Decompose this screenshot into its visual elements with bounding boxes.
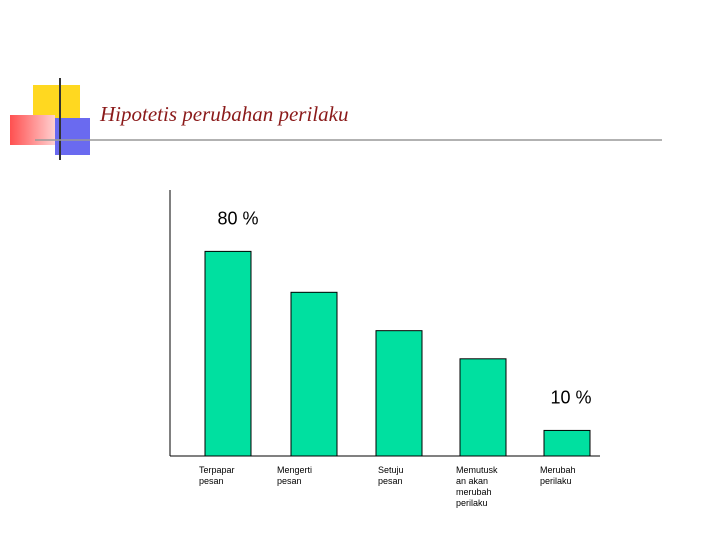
bar xyxy=(459,358,507,457)
bar xyxy=(290,291,338,457)
bar xyxy=(375,330,423,457)
category-label: Mengerti pesan xyxy=(277,465,313,486)
data-label: 80 % xyxy=(217,208,258,228)
category-label: Terpapar pesan xyxy=(199,465,235,486)
data-label: 10 % xyxy=(550,387,591,407)
category-label: Memutusk an akan merubah perilaku xyxy=(456,465,498,508)
category-label: Merubah perilaku xyxy=(540,465,576,486)
category-label: Setuju pesan xyxy=(378,465,404,486)
bar xyxy=(204,250,252,457)
bar xyxy=(543,429,591,457)
slide-title: Hipotetis perubahan perilaku xyxy=(100,102,349,126)
